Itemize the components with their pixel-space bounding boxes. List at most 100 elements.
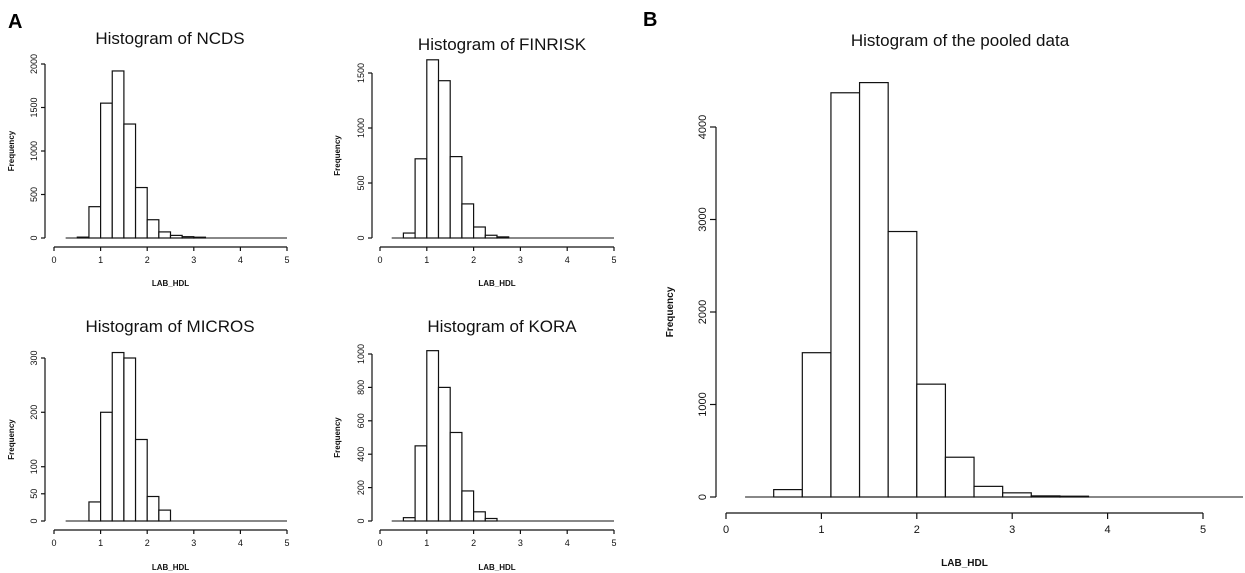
histogram-bar <box>830 92 861 498</box>
y-tick-label: 500 <box>356 175 366 190</box>
x-tick-label: 5 <box>284 255 289 265</box>
y-tick-label: 100 <box>29 459 39 474</box>
x-tick-label: 4 <box>565 538 570 548</box>
x-tick-label: 3 <box>191 255 196 265</box>
y-tick-label: 4000 <box>697 115 709 139</box>
histogram-bar <box>1030 495 1061 498</box>
x-tick-label: 2 <box>471 255 476 265</box>
x-tick-label: 5 <box>611 538 616 548</box>
y-axis-label: Frequency <box>333 417 342 458</box>
y-tick-label: 300 <box>29 350 39 365</box>
histogram-bar <box>461 203 475 239</box>
histogram-bar <box>437 80 451 239</box>
histogram-bar <box>484 517 498 522</box>
x-tick-label: 3 <box>1009 524 1015 536</box>
histogram-bar <box>426 59 440 239</box>
histogram-bar <box>496 236 510 239</box>
histogram-bar <box>449 156 463 239</box>
histogram-bar <box>473 511 486 522</box>
histogram-bar <box>484 234 498 239</box>
histogram-bar <box>88 501 102 522</box>
histogram-bar <box>473 226 486 239</box>
histogram-bar <box>944 456 975 498</box>
histogram-bar <box>123 357 137 522</box>
histogram-bar <box>123 123 137 239</box>
x-axis-label: LAB_HDL <box>152 563 189 572</box>
panel-b-label: B <box>643 9 657 31</box>
histogram-bar <box>146 495 160 522</box>
histogram-bar <box>181 236 195 239</box>
chart-title: Histogram of KORA <box>427 317 577 336</box>
x-tick-label: 2 <box>914 524 920 536</box>
histogram-bar <box>158 509 172 522</box>
x-tick-label: 3 <box>518 255 523 265</box>
y-tick-label: 500 <box>29 187 39 202</box>
chart-title: Histogram of the pooled data <box>851 31 1070 50</box>
y-tick-label: 0 <box>356 235 366 240</box>
chart-title: Histogram of FINRISK <box>418 35 587 54</box>
y-tick-label: 1500 <box>356 63 366 83</box>
y-tick-label: 400 <box>356 447 366 462</box>
histogram-bar <box>158 231 172 239</box>
y-tick-label: 1000 <box>356 118 366 138</box>
x-tick-label: 1 <box>98 538 103 548</box>
y-tick-label: 200 <box>356 480 366 495</box>
chart-title: Histogram of NCDS <box>95 29 244 48</box>
histogram-bar <box>134 186 148 239</box>
x-tick-label: 0 <box>723 524 729 536</box>
histogram-bar <box>461 490 475 522</box>
y-axis-label: Frequency <box>333 135 342 176</box>
x-tick-label: 5 <box>284 538 289 548</box>
y-tick-label: 600 <box>356 413 366 428</box>
histogram-bar <box>111 70 125 239</box>
x-tick-label: 5 <box>611 255 616 265</box>
x-tick-label: 2 <box>471 538 476 548</box>
histogram-bar <box>402 517 416 522</box>
y-tick-label: 3000 <box>697 207 709 231</box>
histogram-bar <box>111 351 125 522</box>
histogram-bar <box>773 489 803 498</box>
histogram-bar <box>437 386 451 522</box>
y-tick-label: 0 <box>29 235 39 240</box>
x-tick-label: 2 <box>145 255 150 265</box>
x-axis-label: LAB_HDL <box>152 279 189 288</box>
histogram-bar <box>76 236 90 239</box>
y-tick-label: 1000 <box>356 344 366 364</box>
x-tick-label: 5 <box>1200 524 1206 536</box>
x-tick-label: 3 <box>518 538 523 548</box>
histogram-bar <box>858 81 889 498</box>
histogram-bar <box>973 485 1004 498</box>
histogram-bar <box>414 158 428 239</box>
x-tick-label: 2 <box>145 538 150 548</box>
y-tick-label: 0 <box>697 494 709 500</box>
histogram-bar <box>402 232 416 239</box>
x-tick-label: 4 <box>1105 524 1111 536</box>
histogram-bar <box>1059 495 1090 498</box>
histogram-bar <box>801 352 832 498</box>
y-tick-label: 800 <box>356 380 366 395</box>
x-tick-label: 0 <box>51 538 56 548</box>
y-tick-label: 2000 <box>697 300 709 324</box>
x-tick-label: 1 <box>818 524 824 536</box>
histogram-bar <box>193 236 207 239</box>
y-tick-label: 0 <box>29 518 39 523</box>
x-tick-label: 3 <box>191 538 196 548</box>
x-tick-label: 4 <box>565 255 570 265</box>
histogram-bar <box>449 431 463 522</box>
x-tick-label: 4 <box>238 538 243 548</box>
chart-1: Histogram of NCDS 0 1 2 3 4 5 0 500 1000 1500 2000 L… <box>7 29 290 288</box>
chart-title: Histogram of MICROS <box>85 317 254 336</box>
x-axis-label: LAB_HDL <box>478 279 515 288</box>
histogram-bar <box>916 383 947 498</box>
histogram-bar <box>88 206 102 239</box>
chart-2: Histogram of FINRISK 0 1 2 3 4 5 0 500 1000 1500 LA… <box>333 35 617 288</box>
histogram-bar <box>426 350 440 522</box>
y-tick-label: 1000 <box>697 392 709 416</box>
histogram-bar <box>887 230 918 498</box>
y-tick-label: 1000 <box>29 141 39 161</box>
y-axis-label: Frequency <box>665 286 676 337</box>
x-tick-label: 1 <box>424 255 429 265</box>
